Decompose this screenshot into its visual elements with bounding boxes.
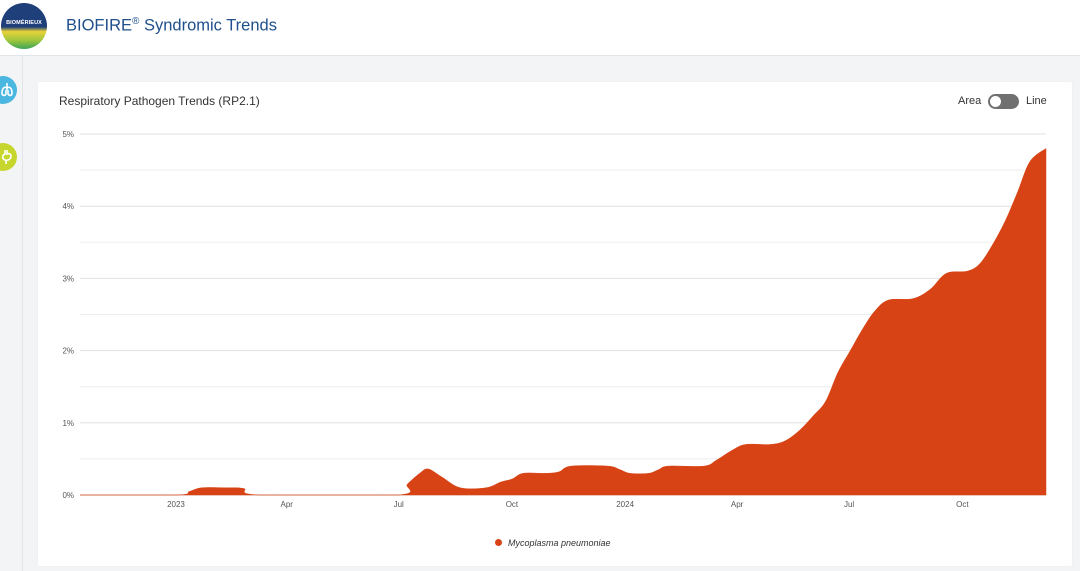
x-tick-label: Apr — [731, 500, 744, 509]
toggle-switch[interactable] — [988, 94, 1019, 109]
app-title-rest: Syndromic Trends — [139, 16, 277, 35]
toggle-label-line[interactable]: Line — [1026, 95, 1047, 107]
sidebar-item-gastrointestinal[interactable] — [0, 143, 17, 171]
sidebar-item-respiratory[interactable] — [0, 76, 17, 104]
legend-label: Mycoplasma pneumoniae — [508, 538, 611, 548]
logo-text: BIOMÉRIEUX — [6, 20, 42, 26]
x-tick-label: 2024 — [616, 500, 634, 509]
y-tick-label: 4% — [62, 202, 74, 211]
chart-title: Respiratory Pathogen Trends (RP2.1) — [59, 94, 260, 108]
y-tick-label: 0% — [62, 491, 74, 500]
biomerieux-logo[interactable]: BIOMÉRIEUX — [1, 3, 47, 49]
stomach-icon — [1, 150, 12, 164]
x-tick-label: Apr — [281, 500, 294, 509]
area-series-mycoplasma-pneumoniae — [80, 147, 1047, 496]
registered-mark: ® — [132, 16, 140, 27]
y-tick-label: 1% — [62, 419, 74, 428]
app-title-brand: BIOFIRE — [66, 16, 133, 35]
x-tick-label: Oct — [956, 500, 969, 509]
toggle-label-area[interactable]: Area — [958, 95, 982, 107]
y-tick-label: 2% — [62, 347, 74, 356]
app-header: BIOMÉRIEUX BIOFIRE® Syndromic Trends — [0, 0, 1080, 56]
x-tick-label: Jul — [394, 500, 404, 509]
sidebar-divider — [22, 56, 23, 571]
x-tick-label: Jul — [844, 500, 854, 509]
toggle-knob[interactable] — [990, 96, 1001, 107]
y-tick-label: 5% — [62, 130, 74, 139]
lungs-icon — [1, 83, 13, 97]
y-tick-label: 3% — [62, 274, 74, 283]
x-tick-label: 2023 — [167, 500, 185, 509]
legend-marker — [495, 539, 502, 546]
app-title: BIOFIRE® Syndromic Trends — [66, 16, 277, 36]
x-tick-label: Oct — [506, 500, 519, 509]
